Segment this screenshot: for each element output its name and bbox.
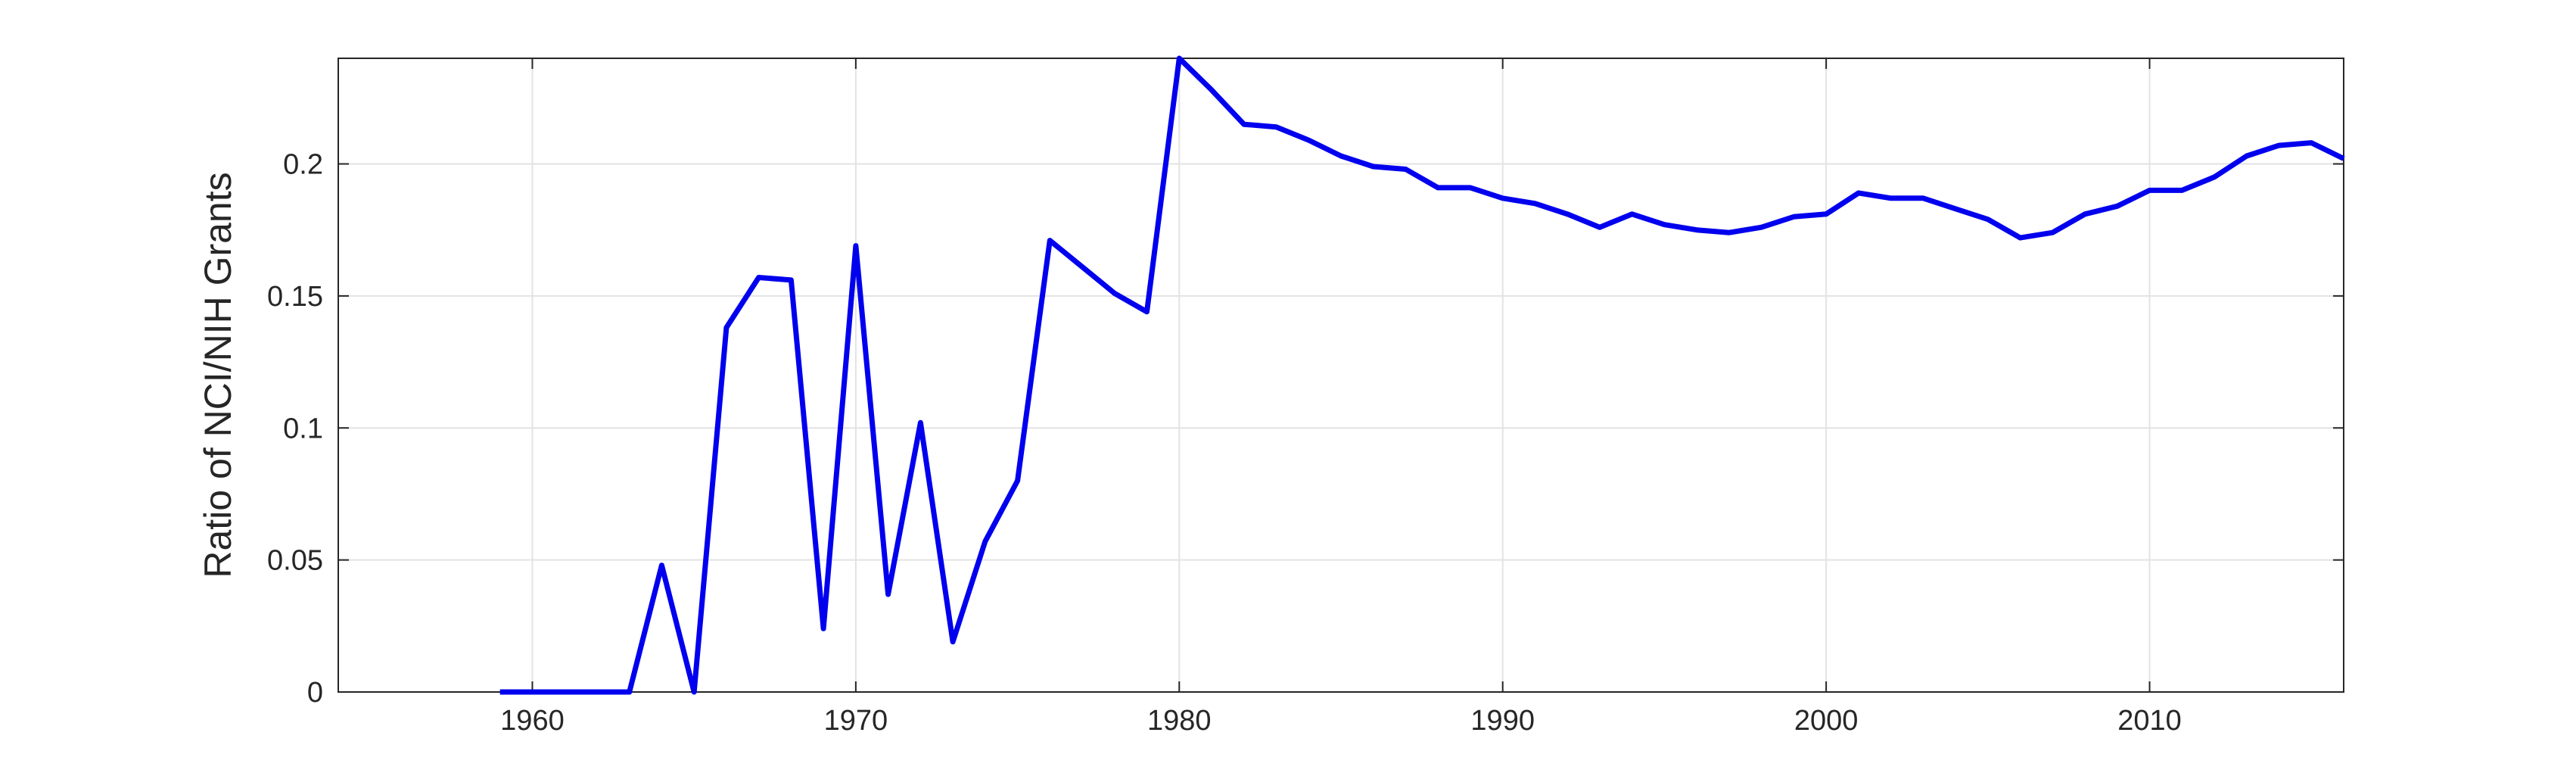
x-tick-label: 1990 (1470, 705, 1535, 737)
plot-area-frame (338, 58, 2344, 693)
x-tick-label: 1960 (500, 705, 565, 737)
x-tick-label: 2000 (1794, 705, 1859, 737)
x-tick-label: 1980 (1147, 705, 1212, 737)
series-layer (499, 55, 2345, 695)
series-line (499, 55, 2345, 695)
tick-labels: 1960 1970 1980 1990 2000 2010 0 0.05 0.1 0.15 0.2 (267, 149, 2182, 737)
x-tick-label: 2010 (2117, 705, 2182, 737)
x-tick-label: 1970 (824, 705, 888, 737)
y-tick-label: 0.15 (267, 281, 323, 313)
y-tick-label: 0.2 (283, 149, 323, 181)
y-tick-label: 0.1 (283, 413, 323, 444)
y-tick-label: 0 (307, 677, 323, 709)
y-tick-label: 0.05 (267, 545, 323, 577)
y-axis-title: Ratio of NCI/NIH Grants (197, 172, 239, 578)
